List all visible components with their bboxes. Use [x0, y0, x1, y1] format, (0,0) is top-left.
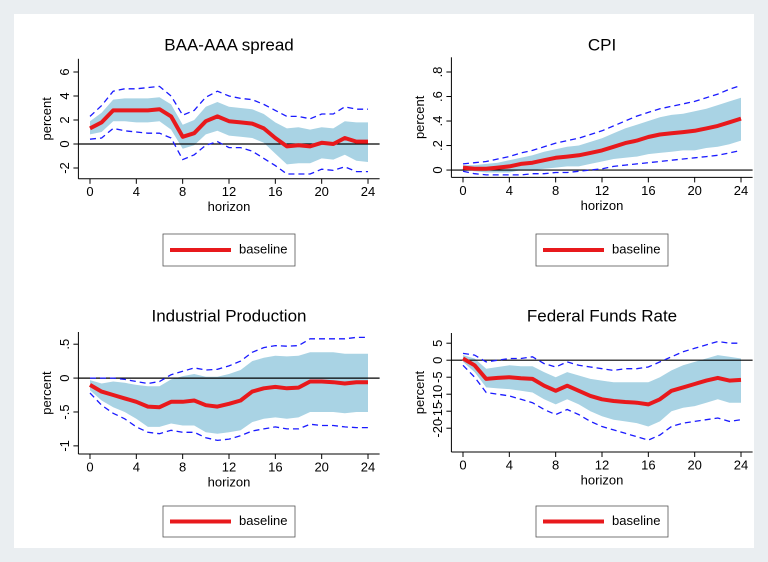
- x-tick-label: 8: [179, 459, 186, 474]
- interval-line: [89, 127, 368, 175]
- x-tick-label: 12: [222, 184, 236, 199]
- x-tick-label: 12: [222, 459, 236, 474]
- chart-title: BAA-AAA spread: [164, 35, 293, 54]
- x-axis-label: horizon: [208, 474, 251, 489]
- x-tick-label: 16: [641, 183, 655, 198]
- chart-title: Industrial Production: [152, 306, 307, 325]
- series-line: [89, 107, 368, 149]
- y-tick-label: 4: [57, 92, 72, 99]
- series-line: [462, 116, 742, 171]
- interval-line: [462, 84, 742, 165]
- x-tick-label: 8: [552, 183, 559, 198]
- x-tick-label: 4: [506, 457, 513, 472]
- x-tick-label: 16: [268, 184, 282, 199]
- interval-line: [462, 364, 742, 441]
- y-axis-label: percent: [39, 371, 54, 415]
- legend-label: baseline: [239, 513, 287, 528]
- x-tick-label: 4: [133, 459, 140, 474]
- x-tick-label: 24: [734, 183, 748, 198]
- interval-line: [89, 392, 368, 442]
- x-tick-label: 0: [459, 457, 466, 472]
- x-axis-label: horizon: [581, 198, 624, 213]
- y-tick-label: .5: [57, 339, 72, 350]
- x-tick-label: 0: [86, 459, 93, 474]
- y-tick-label: 0: [57, 140, 72, 147]
- x-tick-label: 24: [361, 459, 375, 474]
- interval-line: [462, 340, 741, 372]
- legend-label: baseline: [239, 241, 287, 256]
- y-tick-label: 6: [57, 68, 72, 75]
- legend-label: baseline: [612, 513, 660, 528]
- x-tick-label: 0: [459, 183, 466, 198]
- x-tick-label: 8: [552, 457, 559, 472]
- series-line: [88, 379, 368, 410]
- x-tick-label: 20: [687, 183, 701, 198]
- x-tick-label: 12: [595, 183, 609, 198]
- interval-line: [89, 85, 368, 120]
- y-axis-label: percent: [412, 370, 427, 414]
- y-tick-label: .2: [430, 140, 445, 151]
- x-tick-label: 8: [179, 184, 186, 199]
- y-tick-label: 2: [57, 116, 72, 123]
- legend-label: baseline: [612, 241, 660, 256]
- y-tick-label: 0: [57, 374, 72, 381]
- y-tick-label: .8: [430, 67, 445, 78]
- chart-title: Federal Funds Rate: [527, 306, 677, 325]
- y-axis-label: percent: [412, 95, 427, 139]
- x-axis-label: horizon: [581, 472, 624, 487]
- y-tick-label: .6: [430, 91, 445, 102]
- y-tick-label: -15: [430, 402, 445, 421]
- series-line: [461, 356, 742, 407]
- x-tick-label: 20: [314, 184, 328, 199]
- x-tick-label: 24: [734, 457, 748, 472]
- confidence-band: [463, 355, 741, 427]
- x-tick-label: 16: [268, 459, 282, 474]
- y-tick-label: -10: [430, 385, 445, 404]
- x-tick-label: 20: [687, 457, 701, 472]
- chart-title: CPI: [588, 35, 616, 54]
- x-tick-label: 20: [314, 459, 328, 474]
- x-tick-label: 24: [361, 184, 375, 199]
- x-tick-label: 0: [86, 184, 93, 199]
- y-tick-label: .4: [430, 116, 445, 127]
- y-tick-label: -20: [430, 419, 445, 438]
- y-tick-label: -5: [430, 371, 445, 383]
- y-tick-label: -2: [57, 162, 72, 174]
- interval-line: [462, 149, 742, 176]
- confidence-band: [463, 97, 741, 173]
- x-tick-label: 4: [506, 183, 513, 198]
- x-tick-label: 16: [641, 457, 655, 472]
- y-tick-label: -.5: [57, 404, 72, 419]
- y-tick-label: 0: [430, 166, 445, 173]
- y-axis-label: percent: [39, 97, 54, 141]
- y-tick-label: 0: [430, 357, 445, 364]
- y-tick-label: 5: [430, 340, 445, 347]
- interval-line: [90, 336, 368, 385]
- confidence-band: [90, 352, 368, 434]
- confidence-band: [90, 97, 368, 165]
- x-axis-label: horizon: [208, 199, 251, 214]
- x-tick-label: 4: [133, 184, 140, 199]
- x-tick-label: 12: [595, 457, 609, 472]
- y-tick-label: -1: [57, 440, 72, 452]
